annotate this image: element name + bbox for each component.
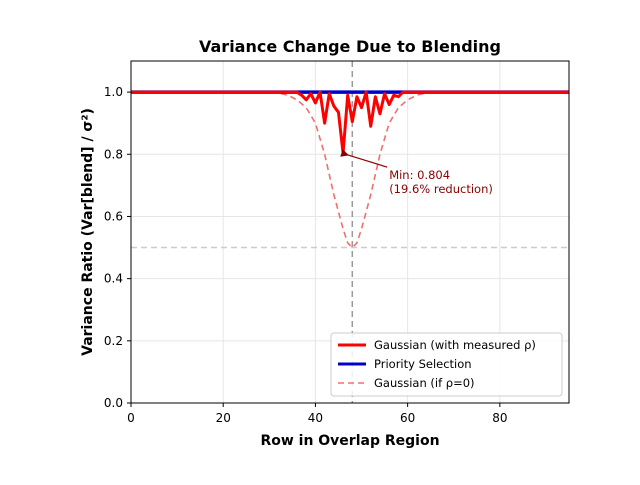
y-tick-label: 0.0 <box>104 396 123 410</box>
series-line-2 <box>131 91 569 249</box>
axis-ticks: 0 20 40 60 80 0.0 0.2 0.4 0.6 0.8 1.0 <box>104 85 508 425</box>
x-tick-label: 20 <box>216 411 231 425</box>
annotation-text: Min: 0.804 <box>389 168 450 182</box>
legend-label: Priority Selection <box>374 357 472 371</box>
legend: Gaussian (with measured ρ) Priority Selec… <box>330 332 563 397</box>
y-tick-label: 0.2 <box>104 334 123 348</box>
annotation-text: (19.6% reduction) <box>389 182 493 196</box>
x-tick-label: 40 <box>308 411 323 425</box>
y-tick-label: 0.4 <box>104 272 123 286</box>
annotation-layer: Min: 0.804(19.6% reduction) <box>340 149 493 196</box>
series-layer <box>131 90 569 249</box>
legend-label: Gaussian (if ρ=0) <box>374 376 475 390</box>
x-tick-label: 0 <box>127 411 135 425</box>
x-axis-label: Row in Overlap Region <box>260 433 439 449</box>
legend-box <box>330 332 563 397</box>
chart-title: Variance Change Due to Blending <box>199 37 501 56</box>
series-line-0 <box>131 90 569 155</box>
y-axis-label: Variance Ratio (Var[blend] / σ²) <box>80 108 96 356</box>
legend-label: Gaussian (with measured ρ) <box>374 338 536 352</box>
y-tick-label: 0.6 <box>104 209 123 223</box>
x-tick-label: 80 <box>492 411 507 425</box>
annotation-arrow <box>340 149 388 168</box>
y-tick-label: 1.0 <box>104 85 123 99</box>
y-tick-label: 0.8 <box>104 147 123 161</box>
x-tick-label: 60 <box>400 411 415 425</box>
plot-frame <box>130 60 570 404</box>
